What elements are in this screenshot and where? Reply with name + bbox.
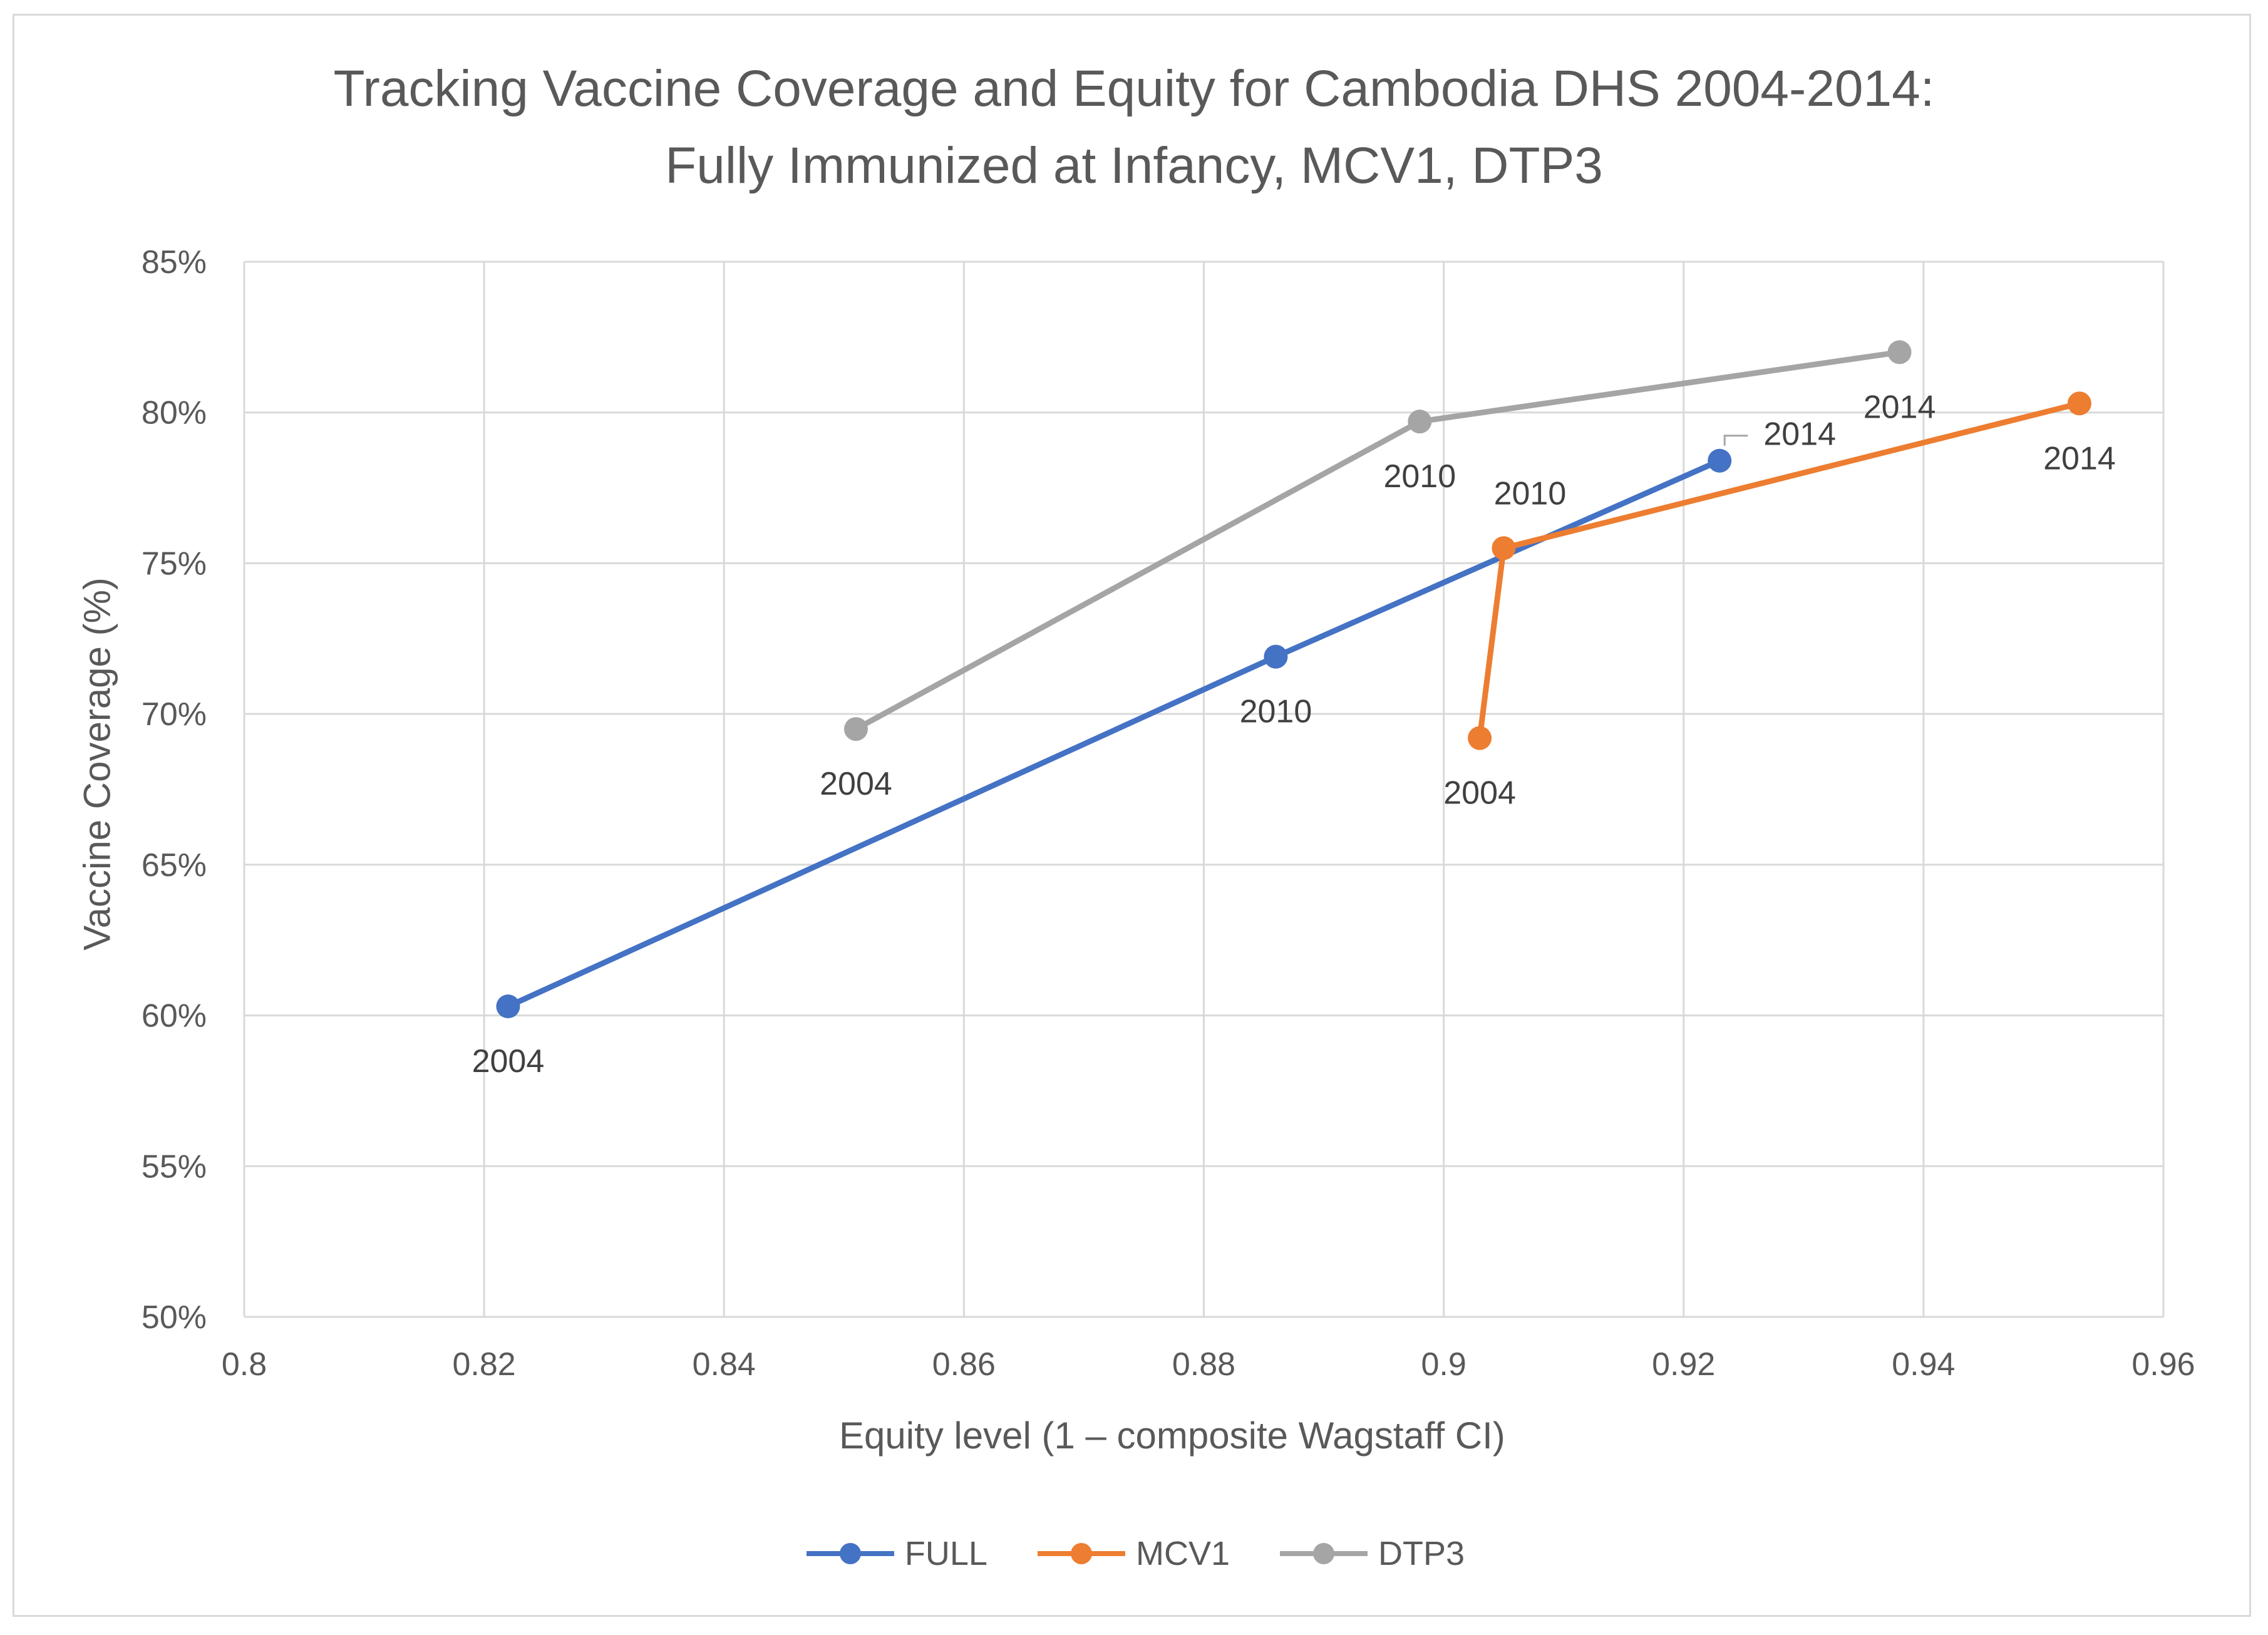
x-tick-label: 0.84 xyxy=(693,1346,756,1383)
legend-item-full: FULL xyxy=(803,1534,987,1573)
data-point-mcv1-2010 xyxy=(1492,536,1516,560)
data-label-dtp3-2014: 2014 xyxy=(1863,389,1936,425)
y-axis-title: Vaccine Coverage (%) xyxy=(76,577,118,951)
data-point-mcv1-2004 xyxy=(1468,726,1492,750)
legend-swatch-full xyxy=(806,1543,894,1564)
y-tick-label: 80% xyxy=(142,395,207,431)
legend-swatch-mcv1 xyxy=(1037,1543,1125,1564)
x-tick-label: 0.82 xyxy=(453,1346,516,1383)
series-line-dtp3 xyxy=(853,349,1903,732)
legend: FULL MCV1 DTP3 xyxy=(0,1534,2268,1581)
legend-label-mcv1: MCV1 xyxy=(1135,1535,1230,1572)
legend-swatch-dtp3 xyxy=(1280,1543,1368,1564)
data-label-leader-line xyxy=(1723,435,1748,446)
x-tick-label: 0.92 xyxy=(1652,1346,1715,1383)
x-axis-title: Equity level (1 – composite Wagstaff CI) xyxy=(839,1415,1505,1457)
y-tick-label: 70% xyxy=(142,696,207,733)
data-label-dtp3-2004: 2004 xyxy=(820,766,892,802)
x-tick-label: 0.88 xyxy=(1172,1346,1235,1383)
data-label-full-2014: 2014 xyxy=(1763,416,1836,453)
y-tick-label: 55% xyxy=(142,1148,207,1185)
chart-title-line-2: Fully Immunized at Infancy, MCV1, DTP3 xyxy=(665,137,1603,194)
y-tick-label: 50% xyxy=(142,1299,207,1336)
data-label-mcv1-2010: 2010 xyxy=(1494,475,1567,512)
data-point-full-2010 xyxy=(1264,644,1288,669)
y-tick-label: 75% xyxy=(142,545,207,582)
chart-title-line-1: Tracking Vaccine Coverage and Equity for… xyxy=(333,60,1935,117)
data-label-full-2004: 2004 xyxy=(472,1043,545,1080)
data-point-mcv1-2014 xyxy=(2067,391,2091,416)
legend-item-mcv1: MCV1 xyxy=(1034,1534,1230,1573)
data-point-dtp3-2010 xyxy=(1408,410,1432,434)
y-tick-label: 85% xyxy=(142,244,207,281)
data-label-dtp3-2010: 2010 xyxy=(1383,458,1456,495)
x-tick-label: 0.8 xyxy=(222,1346,267,1383)
series-line-full xyxy=(505,458,1723,1009)
data-point-full-2014 xyxy=(1708,448,1732,473)
legend-label-dtp3: DTP3 xyxy=(1378,1535,1465,1572)
data-point-dtp3-2014 xyxy=(1887,340,1912,364)
series-line-mcv1 xyxy=(1477,400,2083,741)
x-tick-label: 0.86 xyxy=(932,1346,996,1383)
data-point-full-2004 xyxy=(496,994,520,1019)
x-tick-label: 0.96 xyxy=(2131,1346,2195,1383)
y-tick-label: 65% xyxy=(142,847,207,884)
data-point-dtp3-2004 xyxy=(843,717,868,741)
legend-label-full: FULL xyxy=(904,1535,987,1572)
x-tick-label: 0.94 xyxy=(1892,1346,1955,1383)
data-label-mcv1-2004: 2004 xyxy=(1443,775,1516,812)
chart-area xyxy=(13,14,2251,1617)
legend-item-dtp3: DTP3 xyxy=(1277,1534,1465,1573)
data-label-full-2010: 2010 xyxy=(1240,694,1312,730)
y-tick-label: 60% xyxy=(142,998,207,1034)
x-tick-label: 0.9 xyxy=(1421,1346,1466,1383)
data-label-mcv1-2014: 2014 xyxy=(2043,440,2116,477)
